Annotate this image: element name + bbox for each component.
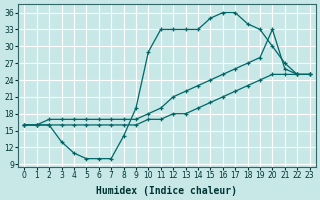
X-axis label: Humidex (Indice chaleur): Humidex (Indice chaleur) — [96, 186, 237, 196]
